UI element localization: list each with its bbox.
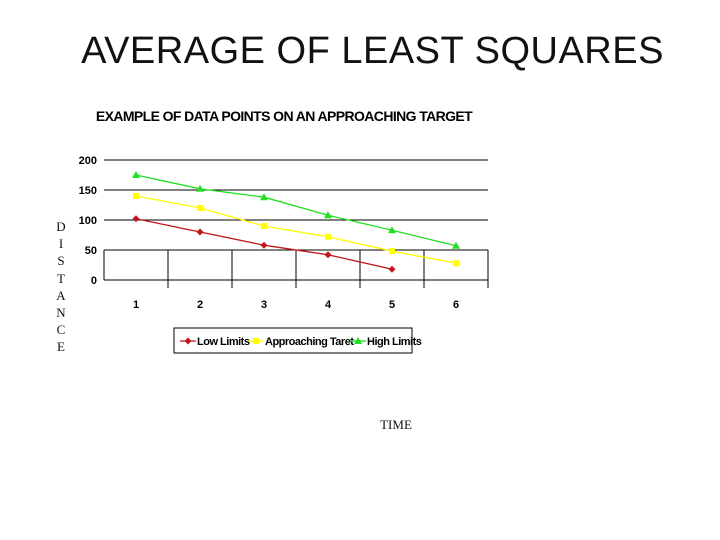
data-point — [453, 260, 459, 267]
y-axis-label-letter: T — [57, 270, 65, 286]
legend-entry-label: Low Limits — [197, 336, 250, 348]
chart-title: EXAMPLE OF DATA POINTS ON AN APPROACHING… — [96, 108, 473, 124]
data-point — [132, 171, 140, 178]
data-point — [133, 193, 139, 199]
x-tick-label: 3 — [261, 299, 267, 311]
y-axis-label-letter: E — [57, 339, 65, 355]
legend-entry-label: High Limits — [367, 336, 422, 348]
x-tick-label: 5 — [389, 299, 395, 311]
data-point — [389, 248, 395, 255]
x-tick-label: 2 — [197, 299, 203, 311]
legend-box — [173, 327, 413, 354]
x-tick-label: 4 — [325, 299, 332, 311]
series-line — [135, 174, 457, 247]
x-tick-labels: 1 2 3 4 5 6 — [133, 299, 459, 311]
y-axis-label-letter: N — [56, 305, 66, 321]
y-axis-label-letter: I — [58, 236, 64, 252]
legend-entry-label: Approaching Taret — [265, 336, 354, 348]
data-point — [196, 228, 204, 236]
data-point — [197, 205, 203, 211]
x-tick-label: 1 — [133, 299, 139, 311]
series-lines — [132, 171, 460, 273]
data-point — [261, 223, 267, 229]
legend-swatch-marker — [354, 337, 362, 344]
y-axis-label-letter: C — [56, 322, 66, 338]
legend-swatch-marker — [184, 337, 192, 345]
series-line — [135, 195, 457, 264]
data-point — [324, 251, 332, 259]
y-tick-label: 0 — [91, 275, 97, 287]
y-tick-label: 100 — [79, 215, 97, 227]
data-point — [260, 241, 268, 249]
legend-swatch-marker — [253, 338, 259, 344]
legend: Low Limits Approaching Taret High Limits — [173, 327, 422, 354]
data-point — [325, 233, 331, 240]
x-tick-label: 6 — [453, 299, 459, 311]
data-point — [324, 211, 332, 219]
y-tick-label: 50 — [85, 245, 97, 257]
data-point — [388, 226, 396, 234]
data-point — [388, 265, 396, 273]
y-tick-label: 200 — [79, 155, 97, 167]
y-axis-label-letter: S — [57, 253, 65, 269]
y-axis-label-letter: A — [56, 287, 66, 303]
data-point — [260, 193, 268, 201]
y-tick-label: 150 — [79, 185, 97, 197]
slide-title: AVERAGE OF LEAST SQUARES — [81, 30, 664, 72]
data-point — [132, 215, 140, 223]
data-point — [452, 241, 460, 249]
y-tick-labels: 0 50 100 150 200 — [79, 155, 97, 287]
y-axis-label-letter: D — [56, 219, 66, 234]
data-point — [196, 184, 204, 192]
x-axis-label: TIME — [380, 417, 412, 432]
